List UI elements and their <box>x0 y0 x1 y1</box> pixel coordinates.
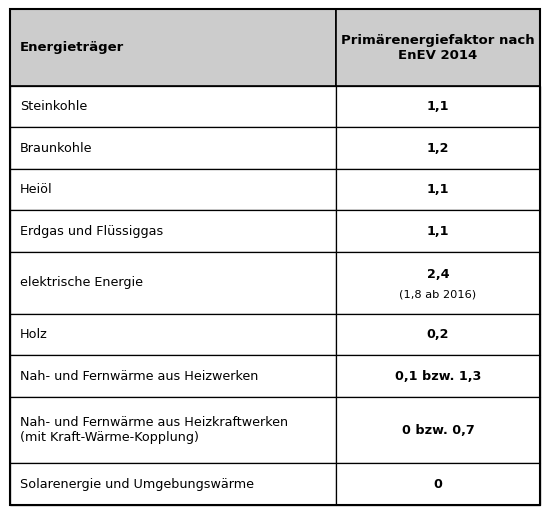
Text: 0,2: 0,2 <box>427 328 449 341</box>
Bar <box>336 86 540 127</box>
Text: 0,1 bzw. 1,3: 0,1 bzw. 1,3 <box>395 370 481 383</box>
Text: (1,8 ab 2016): (1,8 ab 2016) <box>399 289 477 299</box>
Text: elektrische Energie: elektrische Energie <box>20 277 143 289</box>
Bar <box>10 356 336 397</box>
Text: 2,4: 2,4 <box>427 268 449 281</box>
Text: 0 bzw. 0,7: 0 bzw. 0,7 <box>402 424 475 436</box>
Bar <box>336 356 540 397</box>
Bar <box>10 463 336 505</box>
Text: 1,2: 1,2 <box>427 142 449 155</box>
Bar <box>10 397 336 463</box>
Bar <box>10 86 336 127</box>
Text: Solarenergie und Umgebungswärme: Solarenergie und Umgebungswärme <box>20 478 254 490</box>
Bar <box>336 9 540 86</box>
Text: Holz: Holz <box>20 328 47 341</box>
Text: Nah- und Fernwärme aus Heizwerken: Nah- und Fernwärme aus Heizwerken <box>20 370 258 383</box>
Bar <box>10 127 336 169</box>
Text: Energieträger: Energieträger <box>20 41 124 54</box>
Bar <box>336 463 540 505</box>
Bar <box>10 252 336 314</box>
Text: Braunkohle: Braunkohle <box>20 142 92 155</box>
Bar <box>336 252 540 314</box>
Bar <box>336 397 540 463</box>
Text: Steinkohle: Steinkohle <box>20 100 87 113</box>
Bar <box>336 210 540 252</box>
Bar <box>10 314 336 356</box>
Text: 0: 0 <box>433 478 442 490</box>
Text: Heiöl: Heiöl <box>20 183 52 196</box>
Text: 1,1: 1,1 <box>427 225 449 237</box>
Text: Nah- und Fernwärme aus Heizkraftwerken
(mit Kraft-Wärme-Kopplung): Nah- und Fernwärme aus Heizkraftwerken (… <box>20 416 288 444</box>
Bar <box>336 127 540 169</box>
Text: Erdgas und Flüssiggas: Erdgas und Flüssiggas <box>20 225 163 237</box>
Text: 1,1: 1,1 <box>427 183 449 196</box>
Bar <box>10 9 336 86</box>
Bar <box>336 169 540 210</box>
Text: 1,1: 1,1 <box>427 100 449 113</box>
Bar <box>10 169 336 210</box>
Bar <box>336 314 540 356</box>
Text: Primärenergiefaktor nach
EnEV 2014: Primärenergiefaktor nach EnEV 2014 <box>341 33 535 62</box>
Bar <box>10 210 336 252</box>
